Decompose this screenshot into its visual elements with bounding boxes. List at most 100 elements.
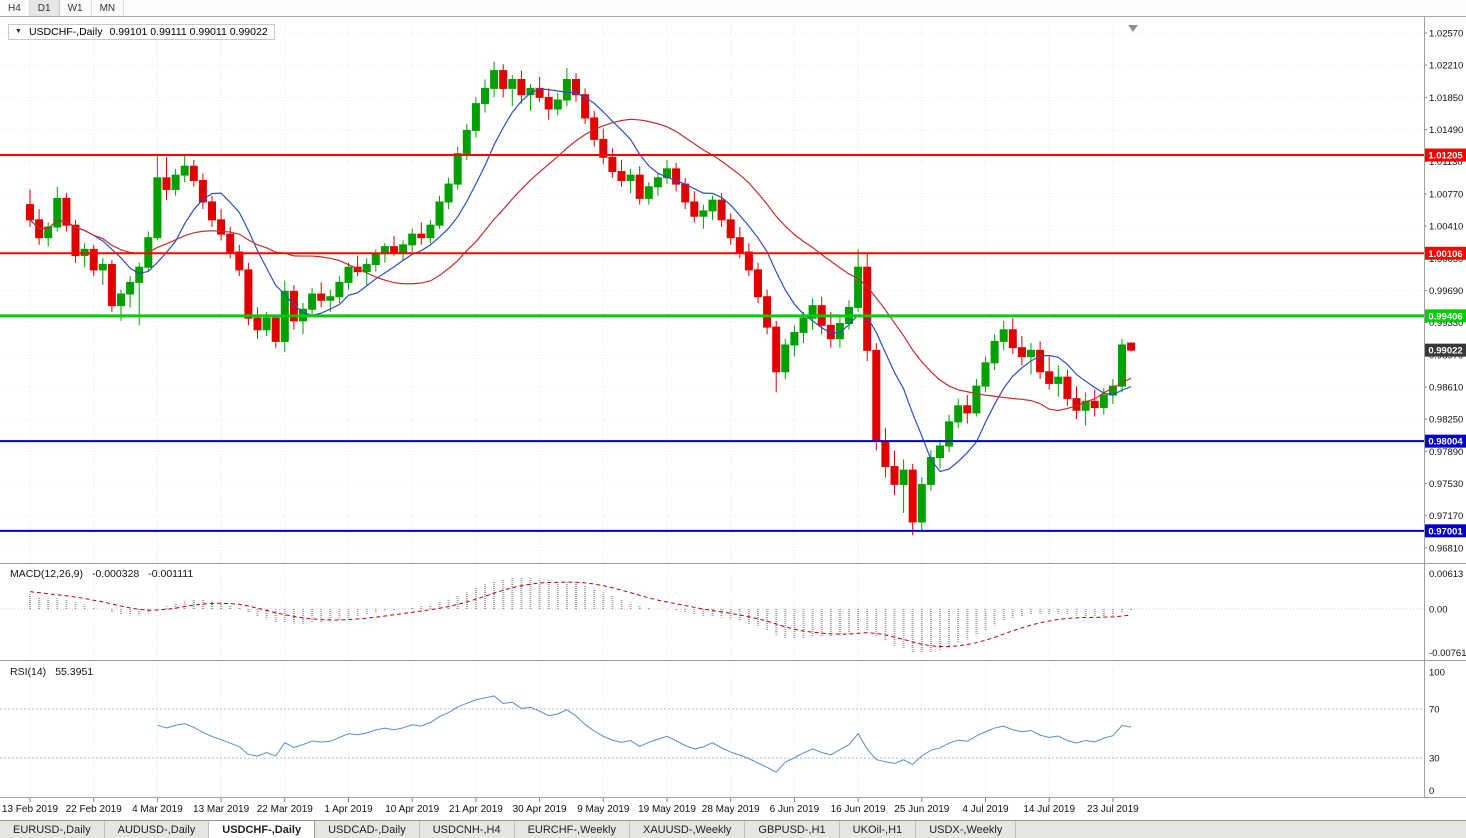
rsi-axis-label: 30 xyxy=(1429,754,1440,765)
candle-body xyxy=(71,224,80,257)
candle-body xyxy=(426,224,435,239)
candle-body xyxy=(62,197,71,226)
symbol-tabbar: EURUSD-,Daily AUDUSD-,Daily USDCHF-,Daily U… xyxy=(0,820,1466,838)
tab-xauusd-weekly[interactable]: XAUUSD-,Weekly xyxy=(630,821,746,838)
tab-usdcnh-h4[interactable]: USDCNH-,H4 xyxy=(420,821,515,838)
timeframe-button-d1[interactable]: D1 xyxy=(29,0,60,16)
chart-title-box: ▼ USDCHF-,Daily 0.99101 0.99111 0.99011 … xyxy=(8,24,275,40)
candle-body xyxy=(435,201,444,226)
candle-body xyxy=(171,174,180,190)
candle-body xyxy=(471,103,480,131)
candle-body xyxy=(872,349,881,443)
candle-body xyxy=(399,244,408,253)
candle-body xyxy=(235,251,244,271)
candle-body xyxy=(945,421,954,447)
y-tick-label: 1.02570 xyxy=(1429,29,1463,40)
timeframe-button-mn[interactable]: MN xyxy=(92,0,125,16)
candle-body xyxy=(835,323,844,340)
timeframe-button-h4[interactable]: H4 xyxy=(0,0,30,16)
tab-usdcad-daily[interactable]: USDCAD-,Daily xyxy=(315,821,420,838)
candle-body xyxy=(26,204,34,221)
candle-body xyxy=(1054,376,1063,384)
candle-body xyxy=(53,197,62,228)
candle-body xyxy=(553,99,562,110)
price-label-1.00106-text: 1.00106 xyxy=(1428,249,1462,260)
candle-body xyxy=(726,219,735,239)
macd-axis-label: -0.0076120 xyxy=(1429,648,1466,659)
date-label: 22 Feb 2019 xyxy=(66,804,123,815)
y-tick-label: 1.01850 xyxy=(1429,93,1463,104)
date-label: 22 Mar 2019 xyxy=(257,804,314,815)
candle-body xyxy=(708,199,717,212)
timeframe-button-w1[interactable]: W1 xyxy=(60,0,92,16)
candle-body xyxy=(1036,349,1045,373)
candle-body xyxy=(135,266,144,283)
candle-body xyxy=(744,251,753,271)
tab-eurchf-weekly[interactable]: EURCHF-,Weekly xyxy=(515,821,630,838)
macd-axis-label: 0.00 xyxy=(1429,605,1448,616)
candle-body xyxy=(954,405,963,423)
y-tick-label: 0.98610 xyxy=(1429,382,1463,393)
date-label: 19 May 2019 xyxy=(638,804,696,815)
candle-body xyxy=(499,70,508,89)
candle-body xyxy=(162,177,171,190)
candle-body xyxy=(462,129,471,155)
timeframe-toolbar: H4 D1 W1 MN xyxy=(0,0,1466,17)
candle-body xyxy=(1099,394,1108,409)
candle-body xyxy=(326,296,335,301)
candle-body xyxy=(1008,329,1017,349)
candle-body xyxy=(963,405,972,414)
candle-body xyxy=(98,264,107,271)
candle-body xyxy=(672,168,681,185)
tab-gbpusd-h1[interactable]: GBPUSD-,H1 xyxy=(745,821,840,838)
candle-body xyxy=(1063,376,1072,400)
candle-body xyxy=(271,317,280,342)
y-tick-label: 1.01130 xyxy=(1429,157,1463,168)
tab-usdx-weekly[interactable]: USDX-,Weekly xyxy=(916,821,1017,838)
candle-body xyxy=(544,96,553,110)
candle-body xyxy=(735,237,744,253)
candle-body xyxy=(763,296,772,328)
price-label-1.01205-chip xyxy=(1425,148,1466,162)
candle-body xyxy=(1090,400,1099,409)
rsi-axis-label: 70 xyxy=(1429,704,1440,715)
candle-body xyxy=(253,317,262,331)
candle-body xyxy=(107,264,116,307)
candle-body xyxy=(371,253,380,266)
y-tick-label: 0.96810 xyxy=(1429,543,1463,554)
date-label: 13 Mar 2019 xyxy=(193,804,250,815)
tab-ukoil-h1[interactable]: UKOil-,H1 xyxy=(840,821,917,838)
candle-body xyxy=(417,233,426,239)
tab-usdchf-daily[interactable]: USDCHF-,Daily xyxy=(209,821,316,838)
candle-body xyxy=(635,174,644,199)
candle-body xyxy=(244,269,253,319)
candle-body xyxy=(899,469,908,485)
candle-body xyxy=(626,174,635,181)
y-tick-label: 0.99690 xyxy=(1429,286,1463,297)
price-label-0.99406-text: 0.99406 xyxy=(1428,311,1462,322)
macd-indicator-label: MACD(12,26,9) -0.000328 -0.001111 xyxy=(10,568,193,580)
chart-ohlc-values: 0.99101 0.99111 0.99011 0.99022 xyxy=(109,26,268,38)
chart-shift-marker-icon[interactable] xyxy=(1128,25,1138,32)
candle-body xyxy=(390,246,398,253)
candle-body xyxy=(1118,344,1126,387)
current-price-chip xyxy=(1425,343,1466,357)
candle-body xyxy=(289,290,298,322)
ma-21-line xyxy=(29,118,1132,412)
tab-eurusd-daily[interactable]: EURUSD-,Daily xyxy=(0,821,105,838)
y-tick-label: 1.00410 xyxy=(1429,222,1463,233)
date-label: 23 Jul 2019 xyxy=(1087,804,1139,815)
macd-main-value: -0.000328 xyxy=(91,568,140,580)
date-label: 4 Mar 2019 xyxy=(132,804,183,815)
y-tick-label: 0.97890 xyxy=(1429,447,1463,458)
candle-body xyxy=(335,281,344,298)
candle-body xyxy=(262,317,271,331)
candle-body xyxy=(790,331,799,346)
collapse-indicator-icon[interactable]: ▼ xyxy=(15,28,22,35)
candle-body xyxy=(226,233,235,253)
tab-audusd-daily[interactable]: AUDUSD-,Daily xyxy=(105,821,210,838)
rsi-axis-label: 100 xyxy=(1429,668,1445,679)
ma-8-line xyxy=(29,88,1132,473)
candle-body xyxy=(717,199,726,221)
